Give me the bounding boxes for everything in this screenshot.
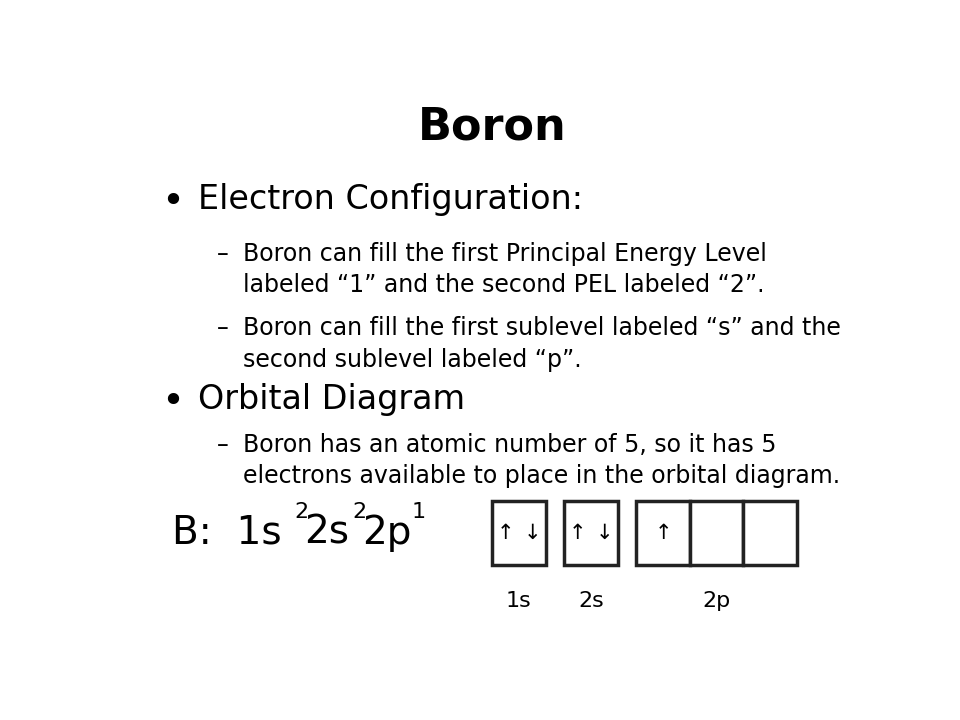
Text: Boron can fill the first sublevel labeled “s” and the
second sublevel labeled “p: Boron can fill the first sublevel labele… [243, 317, 841, 372]
Text: ↑: ↑ [655, 523, 672, 543]
Text: Boron has an atomic number of 5, so it has 5
electrons available to place in the: Boron has an atomic number of 5, so it h… [243, 433, 840, 488]
Text: Boron can fill the first Principal Energy Level
labeled “1” and the second PEL l: Boron can fill the first Principal Energ… [243, 242, 767, 297]
Text: 2: 2 [353, 502, 367, 521]
Text: 2s: 2s [304, 513, 349, 552]
Text: –: – [217, 317, 228, 341]
Text: Electron Configuration:: Electron Configuration: [198, 184, 583, 217]
Bar [492, 501, 545, 564]
Bar [636, 501, 690, 564]
Text: 1s: 1s [506, 591, 532, 611]
Text: 2: 2 [295, 502, 309, 521]
Text: Orbital Diagram: Orbital Diagram [198, 383, 466, 416]
Text: B:  1s: B: 1s [172, 513, 281, 552]
Text: –: – [217, 433, 228, 457]
Text: Boron: Boron [418, 106, 566, 149]
Text: ↑: ↑ [569, 523, 587, 543]
Bar [743, 501, 797, 564]
Text: 2p: 2p [703, 591, 731, 611]
Text: ↓: ↓ [595, 523, 613, 543]
Text: •: • [161, 184, 184, 222]
Text: 2s: 2s [578, 591, 604, 611]
Text: ↑: ↑ [496, 523, 515, 543]
Text: –: – [217, 242, 228, 266]
Text: 1: 1 [412, 502, 426, 521]
Text: ↓: ↓ [523, 523, 540, 543]
Bar [690, 501, 743, 564]
Text: 2p: 2p [363, 513, 412, 552]
Bar [564, 501, 617, 564]
Text: •: • [161, 383, 184, 421]
